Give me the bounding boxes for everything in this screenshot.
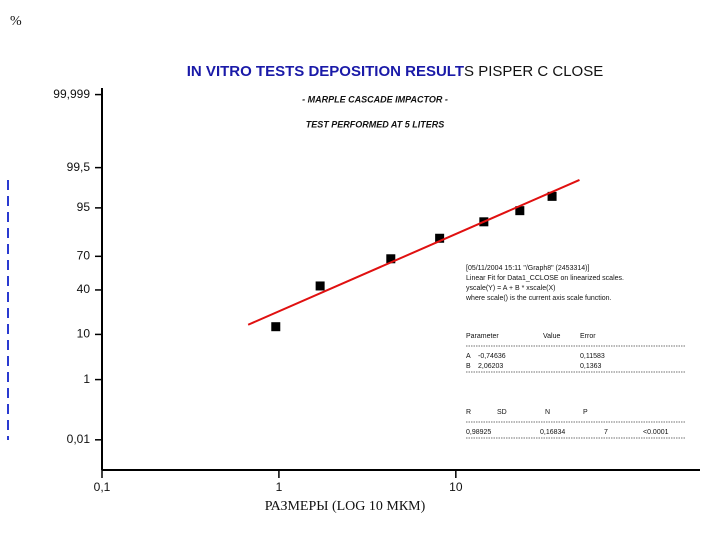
table-header: Value [543,333,560,340]
table-cell: 0,98925 [466,429,491,436]
y-tick-label: 40 [77,282,91,296]
table-cell: 0,1363 [580,363,602,370]
x-tick-label: 0,1 [94,480,111,494]
fit-line [247,179,580,326]
table-header: R [466,409,471,416]
data-point [315,281,325,291]
table-cell: 0,11583 [580,353,605,360]
table-header: P [583,409,588,416]
data-point [271,322,281,332]
y-tick-label: 99,999 [53,87,90,101]
y-tick-label: 0,01 [67,432,91,446]
data-point [435,233,445,243]
subtitle: - MARPLE CASCADE IMPACTOR - [302,94,448,104]
table-cell: -0,74636 [478,353,506,360]
data-point [515,206,525,216]
y-tick-label: 95 [77,200,91,214]
y-tick-label: 99,5 [67,160,91,174]
subtitle: TEST PERFORMED AT 5 LITERS [306,119,445,129]
y-tick-label: 10 [77,327,91,341]
chart-title: IN VITRO TESTS DEPOSITION RESULTS PISPER… [187,63,603,80]
table-cell: B [466,363,471,370]
y-tick-label: 70 [77,248,91,262]
title-part: IN VITRO TESTS DEPOSITION RESULT [187,63,464,80]
table-cell: A [466,353,471,360]
title-part: S PISPER C CLOSE [464,63,603,80]
table-header: SD [497,409,507,416]
data-point [547,191,557,201]
table-cell: <0.0001 [643,429,669,436]
y-tick-label: 1 [83,372,90,386]
table-header: Parameter [466,333,499,340]
fit-note: yscale(Y) = A + B * xscale(X) [466,285,555,292]
table-cell: 0,16834 [540,429,565,436]
table-cell: 7 [604,429,608,436]
x-tick-label: 1 [276,480,283,494]
data-point [386,254,396,264]
table-header: N [545,409,550,416]
x-axis-label: РАЗМЕРЫ (LOG 10 МКМ) [265,499,426,514]
table-header: Error [580,333,596,340]
x-tick-label: 10 [449,480,463,494]
corner-label: % [10,14,22,29]
fit-note: [05/11/2004 15:11 "/Graph8" (2453314)] [466,265,589,272]
fit-note: where scale() is the current axis scale … [465,295,612,302]
fit-note: Linear Fit for Data1_CCLOSE on linearize… [466,275,624,282]
table-cell: 2,06203 [478,363,503,370]
